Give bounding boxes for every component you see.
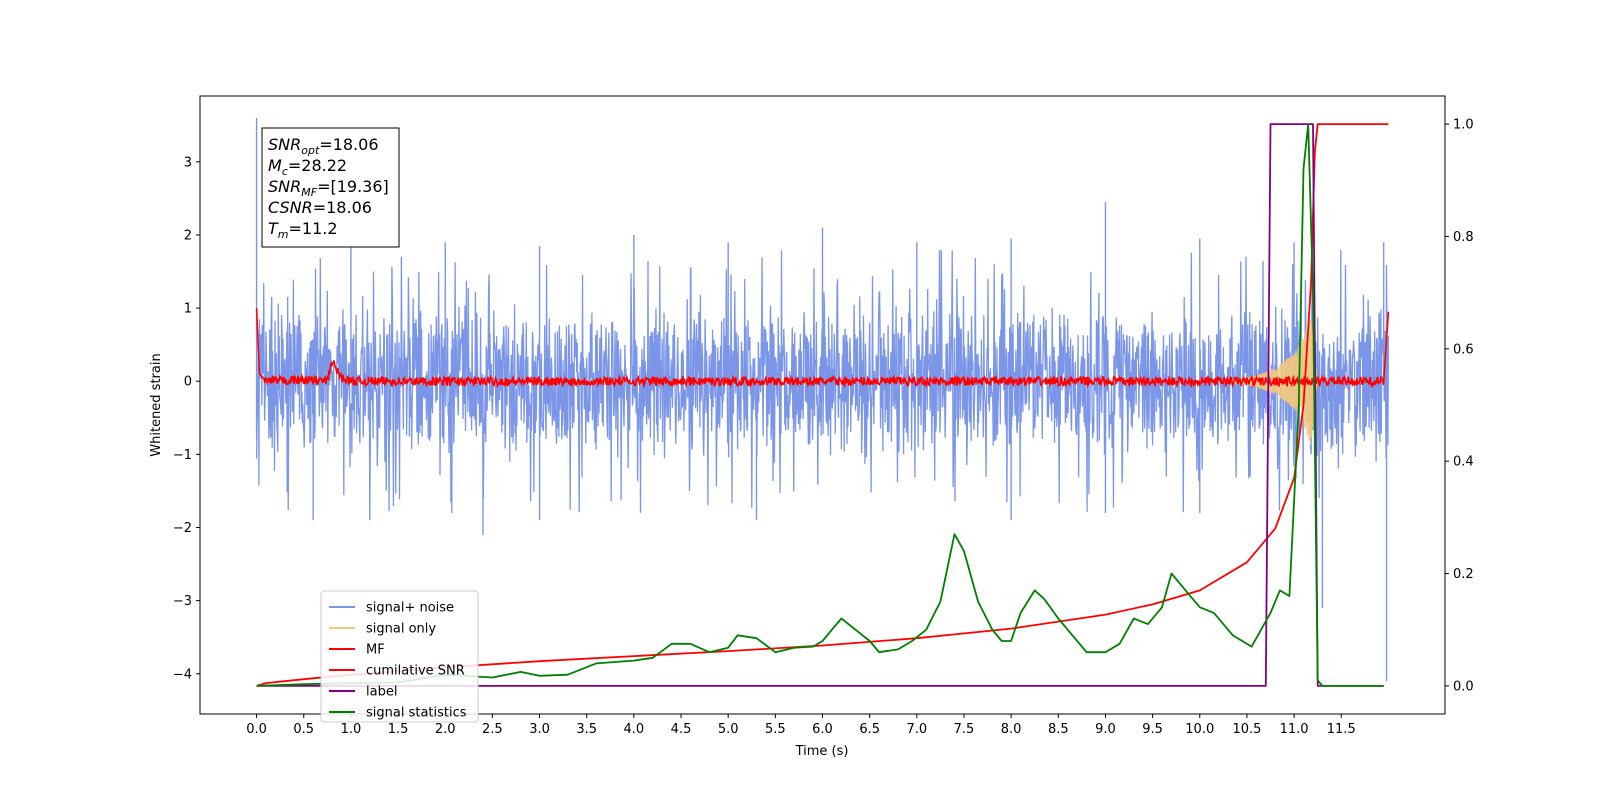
annotation-subscript: MF: [301, 186, 317, 199]
x-tick-label: 8.0: [1001, 722, 1022, 737]
x-tick-label: 2.5: [482, 722, 503, 737]
annotation-value: =28.22: [288, 156, 347, 175]
x-tick-label: 4.5: [671, 722, 692, 737]
annotation-symbol: M: [268, 156, 282, 175]
x-tick-label: 11.0: [1280, 722, 1309, 737]
y-left-tick-label: −3: [173, 594, 192, 609]
x-tick-label: 1.0: [341, 722, 362, 737]
annotation-line: CSNR=18.06: [268, 198, 372, 217]
x-tick-label: 10.5: [1232, 722, 1261, 737]
legend-label-label: label: [366, 685, 397, 700]
x-tick-label: 3.0: [529, 722, 550, 737]
y-left-tick-label: −2: [173, 521, 192, 536]
x-tick-label: 6.5: [859, 722, 880, 737]
x-tick-label: 0.5: [293, 722, 314, 737]
series-signal-statistics-line: [256, 123, 1384, 687]
x-tick-label: 9.5: [1142, 722, 1163, 737]
legend-frame: [320, 590, 479, 723]
x-tick-label: 0.0: [246, 722, 267, 737]
y-left-tick-label: −4: [173, 667, 192, 682]
y-axis-right: 1.0 0.8 0.6 0.4 0.2 0.0: [1445, 118, 1474, 694]
x-tick-label: 11.5: [1327, 722, 1356, 737]
y-right-tick-label: 0.0: [1453, 679, 1474, 694]
y-right-tick-label: 0.4: [1453, 455, 1474, 470]
x-tick-label: 7.5: [954, 722, 975, 737]
annotation-frame: [261, 127, 400, 248]
annotation-subscript: opt: [301, 144, 320, 157]
annotation-symbol: SNR: [268, 135, 301, 154]
series-mf-line: [255, 308, 1390, 389]
x-tick-label: 4.0: [624, 722, 645, 737]
x-tick-label: 7.0: [906, 722, 927, 737]
x-tick-label: 1.5: [388, 722, 409, 737]
annotation-value: =[19.36]: [317, 177, 389, 196]
y-left-tick-label: 2: [184, 228, 192, 243]
x-tick-label: 2.0: [435, 722, 456, 737]
annotation-value: =11.2: [289, 219, 338, 238]
x-tick-label: 6.0: [812, 722, 833, 737]
x-tick-label: 9.0: [1095, 722, 1116, 737]
y-axis-label: Whitened strain: [149, 353, 164, 456]
annotation-line: SNRMF=[19.36]: [268, 177, 389, 199]
annotation-symbol: SNR: [268, 177, 301, 196]
x-tick-label: 5.5: [765, 722, 786, 737]
y-left-tick-label: 3: [184, 155, 192, 170]
annotation-subscript: m: [278, 228, 289, 241]
y-right-tick-label: 1.0: [1453, 118, 1474, 133]
x-tick-label: 10.0: [1185, 722, 1214, 737]
y-left-tick-label: 1: [184, 302, 192, 317]
annotation-line: Mc=28.22: [268, 156, 347, 178]
annotation-subscript: c: [282, 165, 288, 178]
annotation-lines: SNRopt=18.06Mc=28.22SNRMF=[19.36]CSNR=18…: [268, 135, 389, 241]
annotation-line: Tm=11.2: [268, 219, 338, 241]
x-tick-label: 5.0: [718, 722, 739, 737]
annotation-value: =18.06: [313, 198, 372, 217]
y-axis-left: 3 2 1 0 −1 −2 −3 −4: [173, 155, 200, 682]
y-left-tick-label: 0: [184, 375, 192, 390]
legend-label-mf: MF: [366, 643, 385, 658]
annotation-line: SNRopt=18.06: [268, 135, 379, 157]
legend-label-signal-only: signal only: [366, 622, 436, 637]
legend-label-cumilative-snr: cumilative SNR: [366, 664, 465, 679]
legend-items: signal+ noise signal only MF cumilative SNR…: [329, 601, 467, 721]
y-left-tick-label: −1: [173, 448, 192, 463]
annotation-symbol: T: [268, 219, 279, 238]
annotation-box: SNRopt=18.06Mc=28.22SNRMF=[19.36]CSNR=18…: [261, 127, 400, 248]
y-right-tick-label: 0.8: [1453, 230, 1474, 245]
series-layer: [255, 117, 1390, 687]
annotation-symbol: CSNR: [268, 198, 313, 217]
y-right-tick-label: 0.2: [1453, 567, 1474, 582]
x-axis: 0.0 0.5 1.0 1.5 2.0 2.5 3.0 3.5 4.0 4.5 5.0 5.5 6.0 6…: [246, 714, 1356, 737]
y-right-tick-label: 0.6: [1453, 342, 1474, 357]
annotation-value: =18.06: [319, 135, 378, 154]
x-tick-label: 8.5: [1048, 722, 1069, 737]
legend: signal+ noise signal only MF cumilative SNR…: [320, 590, 479, 723]
legend-label-signal-statistics: signal statistics: [366, 706, 467, 721]
legend-label-signal-noise: signal+ noise: [366, 601, 454, 616]
x-axis-label: Time (s): [795, 744, 849, 759]
x-tick-label: 3.5: [576, 722, 597, 737]
